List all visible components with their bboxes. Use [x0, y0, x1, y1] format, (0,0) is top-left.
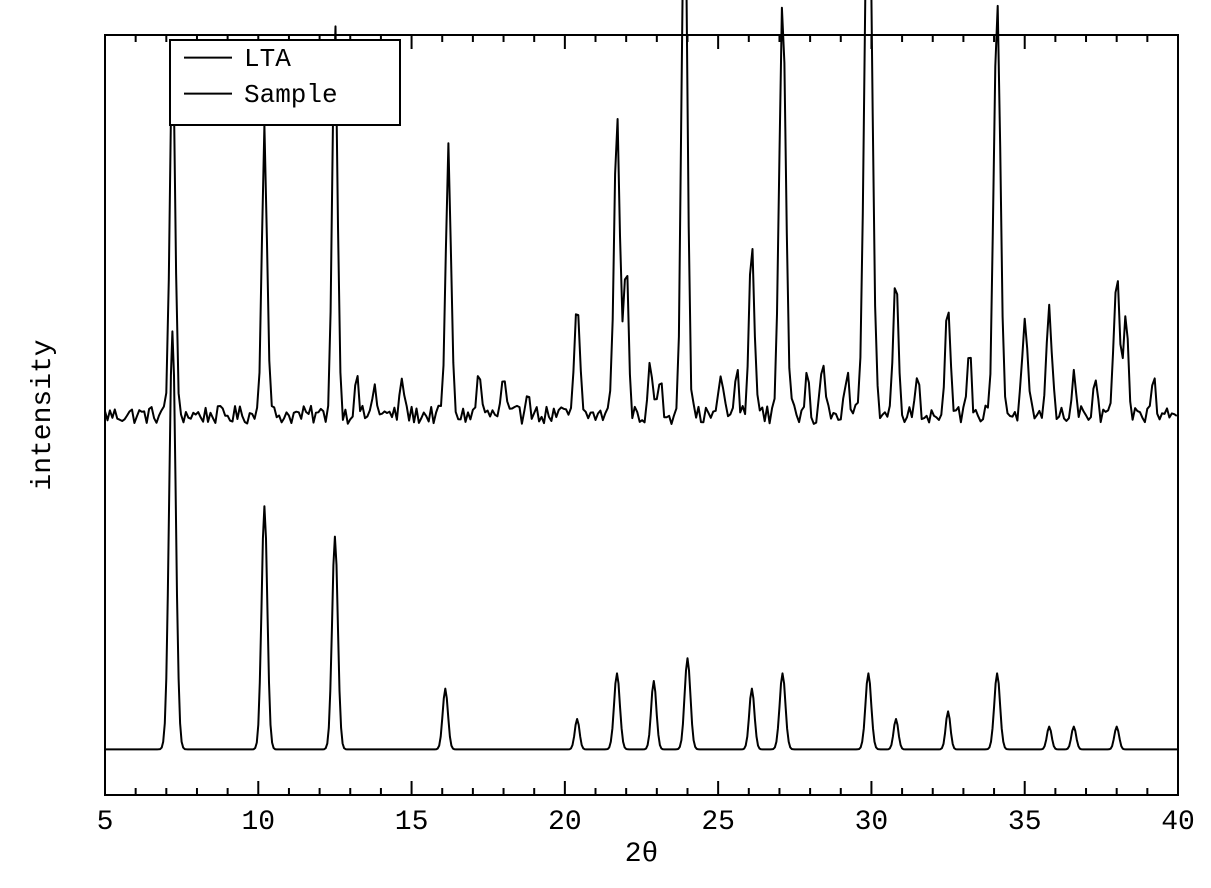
- series-lta: [105, 331, 1178, 749]
- chart-svg: 5 10 15 20 25 30 35 40 2θ intensity LTA Sample: [0, 0, 1211, 888]
- x-tick-label: 25: [701, 807, 735, 838]
- y-axis-label: intensity: [28, 339, 59, 490]
- x-tick-label: 5: [97, 807, 114, 838]
- x-tick-label: 10: [241, 807, 275, 838]
- x-tick-label: 40: [1161, 807, 1195, 838]
- x-tick-label: 30: [855, 807, 889, 838]
- xrd-chart: 5 10 15 20 25 30 35 40 2θ intensity LTA Sample: [0, 0, 1211, 888]
- x-tick-label: 20: [548, 807, 582, 838]
- x-tick-label: 15: [395, 807, 429, 838]
- x-tick-label: 35: [1008, 807, 1042, 838]
- legend-label: LTA: [244, 44, 291, 74]
- x-axis-label: 2θ: [625, 839, 659, 870]
- legend-label: Sample: [244, 80, 338, 110]
